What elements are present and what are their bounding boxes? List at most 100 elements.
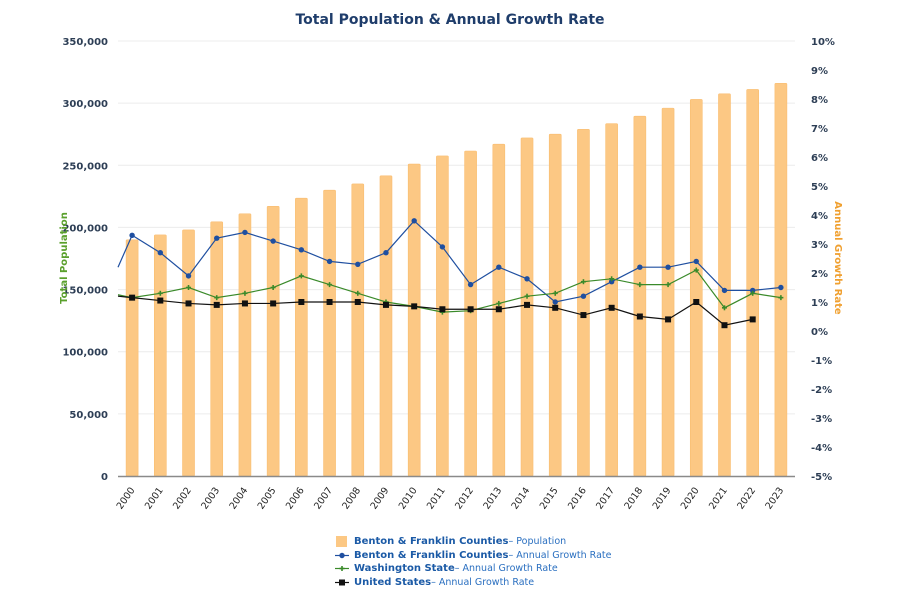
- data-point: [778, 284, 784, 291]
- data-point: [552, 304, 559, 311]
- y-tick-label: 100,000: [62, 348, 108, 359]
- x-tick-label: 2008: [340, 485, 363, 511]
- y2-tick-label: 3%: [811, 240, 828, 251]
- bar: [436, 155, 449, 477]
- bar: [182, 229, 195, 477]
- data-point: [693, 258, 699, 265]
- data-point: [355, 290, 361, 296]
- bar: [577, 128, 590, 477]
- bar: [154, 234, 167, 477]
- data-point: [242, 290, 248, 296]
- data-point: [298, 273, 304, 279]
- y2-tick-label: 4%: [811, 211, 828, 222]
- legend-series-name: Benton & Franklin Counties: [354, 549, 509, 561]
- data-point: [355, 261, 361, 267]
- x-tick-label: 2009: [369, 485, 392, 511]
- data-point: [129, 232, 135, 238]
- data-point: [608, 304, 615, 311]
- data-point: [242, 229, 248, 236]
- y2-tick-label: 8%: [811, 95, 828, 106]
- x-tick-label: 2001: [143, 485, 166, 511]
- y-axis-left-ticks: 0 50,000 100,000 150,000 200,000 250,000 300,0…: [62, 37, 108, 483]
- data-point: [552, 290, 558, 296]
- x-tick-label: 2022: [735, 485, 758, 511]
- bar: [605, 123, 618, 477]
- bar: [379, 175, 393, 477]
- y2-tick-label: 7%: [811, 124, 828, 135]
- bar: [689, 99, 703, 477]
- x-tick-label: 2002: [171, 485, 194, 511]
- x-tick-label: 2012: [453, 485, 476, 511]
- bar: [295, 197, 308, 477]
- data-point: [609, 276, 615, 282]
- y-tick-label: 150,000: [62, 286, 108, 297]
- x-tick-label: 2019: [651, 485, 674, 511]
- bar: [125, 239, 139, 477]
- series-line: [117, 295, 753, 326]
- x-tick-label: 2013: [481, 485, 504, 511]
- y2-tick-label: 10%: [811, 37, 835, 48]
- x-tick-label: 2005: [256, 485, 279, 511]
- x-tick-label: 2018: [622, 485, 645, 511]
- legend-series-name: Washington State: [354, 563, 455, 574]
- y2-tick-label: 6%: [811, 153, 828, 164]
- data-point: [185, 300, 192, 307]
- bar: [718, 93, 731, 477]
- data-point: [580, 293, 587, 299]
- legend-item[interactable]: Washington State – Annual Growth Rate: [334, 562, 611, 576]
- y2-tick-label: 5%: [811, 182, 828, 193]
- data-point: [213, 301, 220, 308]
- x-tick-label: 2000: [115, 485, 138, 511]
- y-tick-label: 250,000: [62, 161, 108, 172]
- legend-item[interactable]: United States – Annual Growth Rate: [334, 576, 611, 590]
- bar: [633, 115, 647, 477]
- x-tick-label: 2010: [397, 485, 420, 511]
- legend-line-marker-icon: [334, 577, 350, 588]
- data-point: [157, 250, 164, 256]
- legend-series-suffix: – Population: [508, 536, 567, 547]
- x-tick-label: 2020: [679, 485, 702, 511]
- data-point: [298, 299, 305, 305]
- legend-item[interactable]: Benton & Franklin Counties – Population: [334, 535, 611, 549]
- data-point: [665, 282, 671, 288]
- legend: Benton & Franklin Counties – Population B…: [334, 535, 611, 589]
- y-axis-left-title: Total Population: [59, 212, 70, 304]
- data-point: [467, 281, 474, 288]
- data-point: [749, 287, 756, 294]
- y2-tick-label: 9%: [811, 66, 828, 77]
- bar: [323, 189, 336, 477]
- x-tick-label: 2004: [228, 485, 251, 511]
- data-point: [636, 313, 643, 320]
- x-tick-label: 2003: [199, 485, 222, 511]
- data-point: [439, 244, 446, 250]
- bars: [125, 82, 788, 477]
- y-tick-label: 0: [101, 472, 108, 483]
- data-point: [721, 322, 728, 329]
- legend-line-marker-icon: [334, 550, 350, 561]
- y2-tick-label: -1%: [811, 356, 832, 367]
- bar: [266, 206, 280, 477]
- data-point: [721, 305, 727, 311]
- bar: [464, 150, 477, 477]
- data-point: [750, 290, 756, 296]
- y2-tick-label: -2%: [811, 385, 832, 396]
- y2-tick-label: 1%: [811, 298, 828, 309]
- data-point: [186, 285, 192, 290]
- x-tick-label: 2015: [538, 485, 561, 511]
- y-axis-right-ticks: -5% -4% -3% -2% -1% 0% 1% 2% 3% 4% 5% 6% 7% 8% 9% 10%: [811, 37, 835, 483]
- data-point: [496, 264, 502, 270]
- bar: [661, 107, 675, 477]
- y2-tick-label: 2%: [811, 269, 828, 280]
- chart-title: Total Population & Annual Growth Rate: [295, 12, 604, 28]
- data-point: [524, 276, 530, 282]
- bar: [238, 213, 252, 477]
- data-point: [270, 300, 277, 307]
- gridlines: [118, 40, 795, 415]
- bar: [351, 183, 365, 477]
- data-point: [580, 312, 587, 319]
- legend-series-suffix: – Annual Growth Rate: [431, 576, 535, 588]
- y2-tick-label: -4%: [811, 443, 832, 454]
- x-tick-label: 2011: [425, 485, 448, 511]
- legend-item[interactable]: Benton & Franklin Counties – Annual Grow…: [334, 549, 611, 563]
